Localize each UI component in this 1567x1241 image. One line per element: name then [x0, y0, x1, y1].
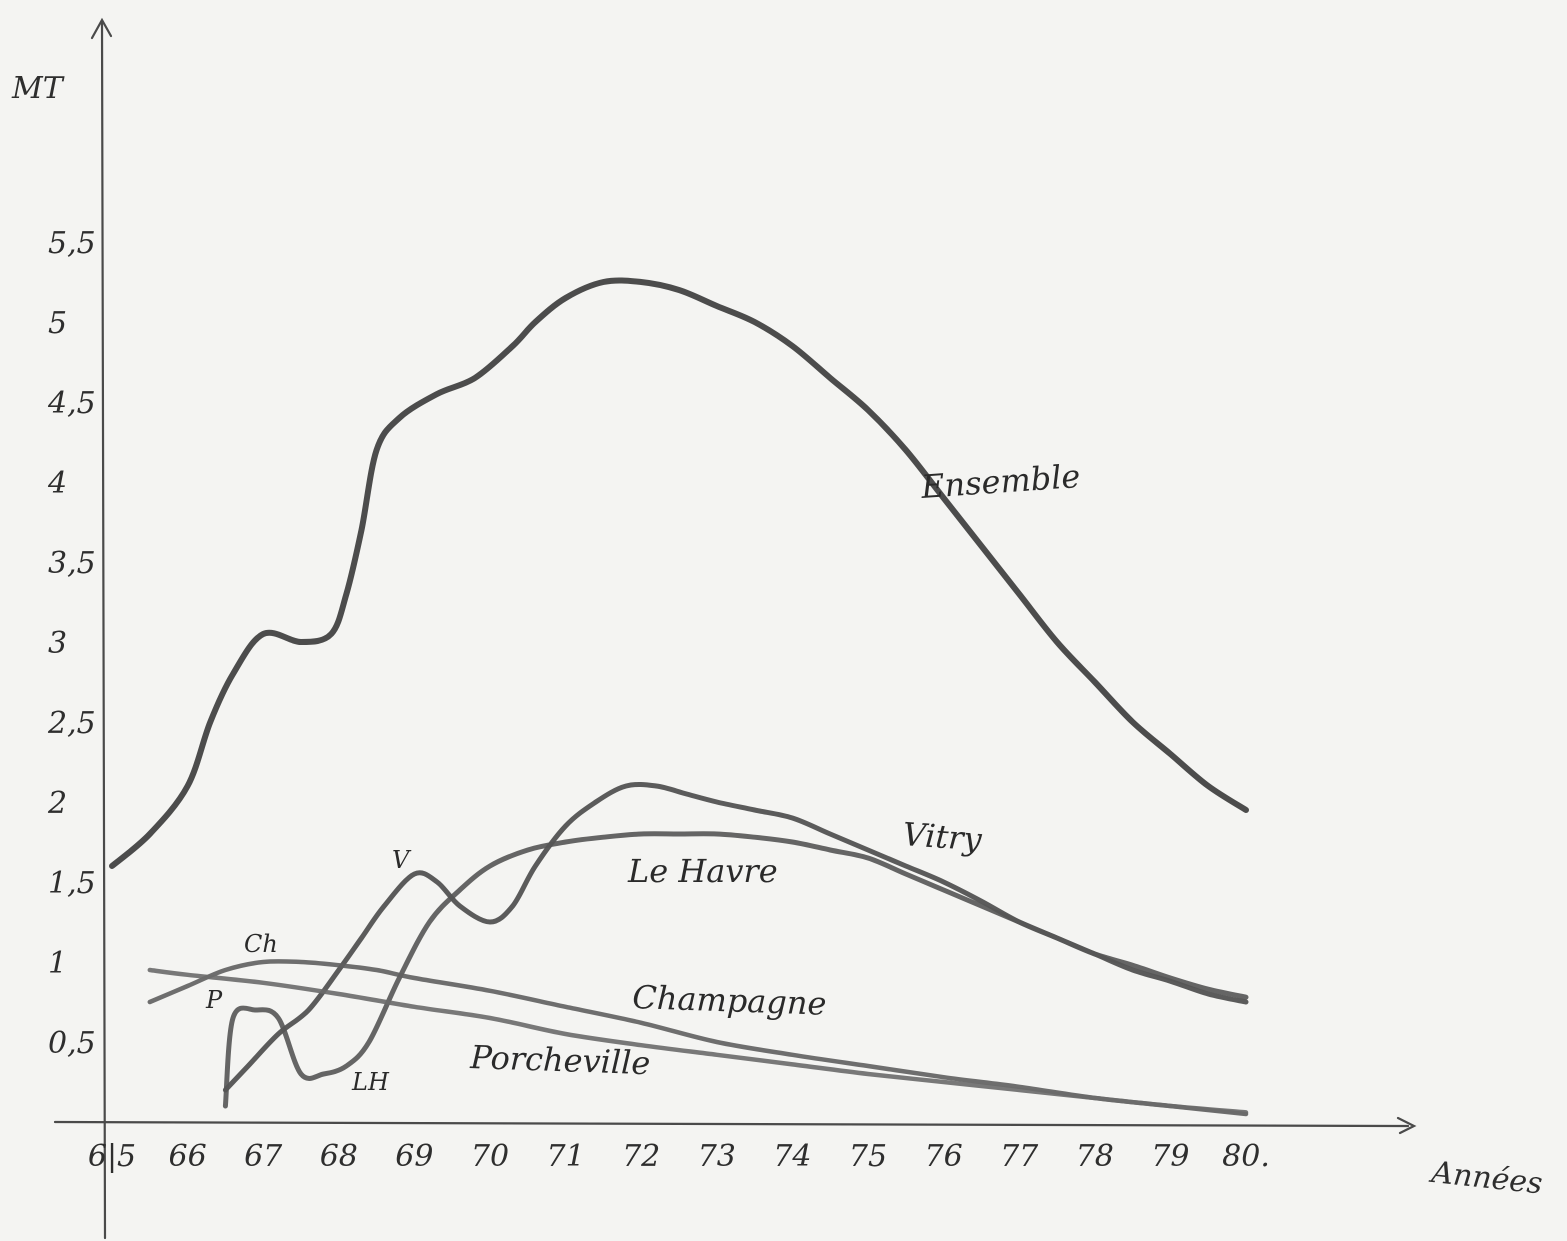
y-tick-label: 1 — [48, 946, 67, 981]
series-short-label-champagne: Ch — [244, 930, 278, 958]
x-tick-label: 79 — [1151, 1139, 1189, 1174]
axes — [53, 17, 1417, 1240]
y-tick-label: 2,5 — [47, 706, 96, 741]
series-label-porcheville: Porcheville — [469, 1038, 651, 1082]
x-tick-labels: 6|5 66 67 68 69 70 71 72 73 74 75 76 77 78 79 80. — [88, 1139, 1270, 1174]
x-tick-label: 6|5 — [88, 1139, 136, 1174]
x-axis-arrow — [1396, 1116, 1417, 1135]
x-tick-label: 75 — [849, 1139, 887, 1174]
x-tick-label: 68 — [320, 1139, 358, 1174]
x-tick-label: 67 — [244, 1139, 283, 1174]
y-tick-label: 4 — [47, 466, 67, 501]
series-line-porcheville — [147, 967, 1249, 1115]
x-tick-label: 71 — [547, 1139, 585, 1174]
x-tick-label: 74 — [773, 1139, 811, 1174]
series-line-le-havre — [222, 831, 1249, 1109]
series-lines — [109, 277, 1249, 1117]
series-line-champagne — [147, 959, 1249, 1117]
series-short-label-porcheville: P — [205, 986, 223, 1014]
x-tick-label: 70 — [471, 1139, 509, 1174]
y-tick-label: 2 — [47, 786, 67, 821]
y-tick-label: 3 — [48, 626, 67, 661]
x-tick-label: 80. — [1222, 1139, 1270, 1174]
x-tick-label: 66 — [169, 1139, 207, 1174]
series-label-le-havre: Le Havre — [627, 852, 778, 890]
x-axis-title: Années — [1427, 1155, 1544, 1202]
y-tick-label: 5 — [48, 306, 67, 341]
x-tick-label: 76 — [925, 1139, 963, 1174]
y-tick-label: 4,5 — [47, 386, 96, 421]
series-label-vitry: Vitry — [901, 815, 983, 858]
series-labels: Ensemble Vitry V Le Havre LH Champagne Ch Porch… — [205, 457, 1081, 1096]
y-tick-label: 3,5 — [48, 546, 96, 581]
y-axis-title: MT — [11, 71, 65, 106]
y-tick-labels: 0,5 1 1,5 2 2,5 3 3,5 4 4,5 5 5,5 — [47, 226, 96, 1061]
series-label-ensemble: Ensemble — [919, 457, 1082, 506]
y-tick-label: 5,5 — [48, 226, 96, 261]
x-tick-label: 69 — [395, 1139, 433, 1174]
y-tick-label: 0,5 — [48, 1026, 96, 1061]
y-tick-label: 1,5 — [48, 866, 96, 901]
x-tick-label: 78 — [1076, 1139, 1114, 1174]
series-label-champagne: Champagne — [632, 978, 827, 1023]
series-short-label-vitry: V — [392, 846, 412, 874]
x-axis — [53, 1120, 1410, 1128]
x-tick-label: 77 — [1000, 1139, 1039, 1174]
series-short-label-le-havre: LH — [351, 1068, 390, 1096]
y-axis-arrow — [90, 17, 113, 40]
y-axis — [100, 20, 107, 1240]
series-line-ensemble — [109, 277, 1249, 869]
x-tick-label: 72 — [622, 1139, 660, 1174]
x-tick-label: 73 — [698, 1139, 736, 1174]
